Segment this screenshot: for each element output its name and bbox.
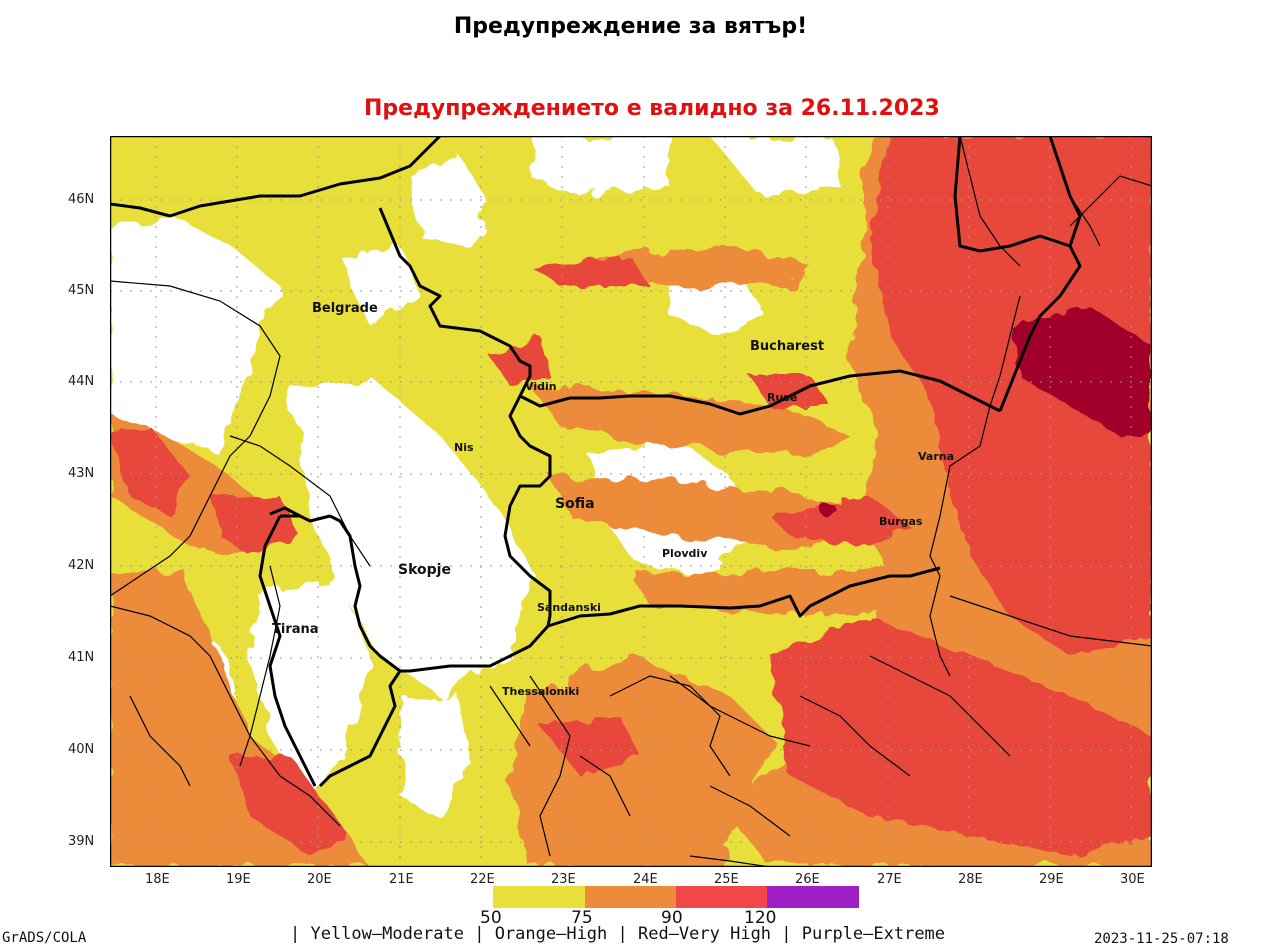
city-label-burgas: Burgas <box>879 515 923 528</box>
lon-tick-23e: 23E <box>551 872 576 887</box>
legend-swatch-moderate <box>493 886 585 908</box>
city-label-vidin: Vidin <box>525 380 557 393</box>
page-title: Предупреждение за вятър! <box>453 14 808 39</box>
city-label-varna: Varna <box>918 450 955 463</box>
city-label-plovdiv: Plovdiv <box>662 547 708 560</box>
legend-threshold-120: 120 <box>744 908 777 928</box>
lon-tick-25e: 25E <box>714 872 739 887</box>
city-label-ruse: Ruse <box>767 391 798 404</box>
city-label-skopje: Skopje <box>398 562 451 578</box>
lon-tick-29e: 29E <box>1039 872 1064 887</box>
map-frame <box>110 136 1152 867</box>
lon-tick-18e: 18E <box>145 872 170 887</box>
lat-tick-39n: 39N <box>68 834 95 849</box>
lon-tick-19e: 19E <box>226 872 251 887</box>
legend-swatch-extreme <box>767 886 859 908</box>
timestamp: 2023-11-25-07:18 <box>1094 931 1229 947</box>
city-label-sofia: Sofia <box>555 496 595 512</box>
wind-warning-map: Belgrade Bucharest Vidin Ruse Nis Varna … <box>110 136 1152 867</box>
lat-tick-43n: 43N <box>68 466 95 481</box>
grads-credit: GrADS/COLA <box>2 930 87 946</box>
lat-tick-45n: 45N <box>68 283 95 298</box>
coastlines <box>110 136 1152 867</box>
lon-tick-28e: 28E <box>958 872 983 887</box>
lon-tick-26e: 26E <box>795 872 820 887</box>
legend-swatch-high <box>585 886 676 908</box>
legend-description: | Yellow—Moderate | Orange—High | Red—Ve… <box>290 924 946 944</box>
lat-tick-44n: 44N <box>68 374 95 389</box>
lat-tick-40n: 40N <box>68 742 95 757</box>
lon-tick-30e: 30E <box>1120 872 1145 887</box>
lon-tick-20e: 20E <box>307 872 332 887</box>
lon-tick-27e: 27E <box>877 872 902 887</box>
lon-tick-22e: 22E <box>470 872 495 887</box>
extreme-wind-areas <box>820 306 1152 517</box>
graticule <box>110 136 1152 867</box>
city-label-bucharest: Bucharest <box>750 339 825 354</box>
city-label-tirana: Tirana <box>272 622 319 637</box>
legend-threshold-50: 50 <box>480 908 502 928</box>
lon-tick-21e: 21E <box>389 872 414 887</box>
city-label-belgrade: Belgrade <box>312 301 378 316</box>
legend-swatch-very-high <box>676 886 767 908</box>
lat-tick-46n: 46N <box>68 192 95 207</box>
wind-map-canvas <box>110 136 1152 867</box>
lon-tick-24e: 24E <box>633 872 658 887</box>
city-label-sandanski: Sandanski <box>537 601 601 614</box>
city-label-nis: Nis <box>454 441 474 454</box>
validity-subtitle: Предупреждението е валидно за 26.11.2023 <box>364 96 940 121</box>
lat-tick-41n: 41N <box>68 650 95 665</box>
city-label-thessaloniki: Thessaloniki <box>502 685 580 698</box>
legend-threshold-90: 90 <box>661 908 683 928</box>
lat-tick-42n: 42N <box>68 558 95 573</box>
legend-threshold-75: 75 <box>571 908 593 928</box>
country-borders <box>110 136 1082 788</box>
